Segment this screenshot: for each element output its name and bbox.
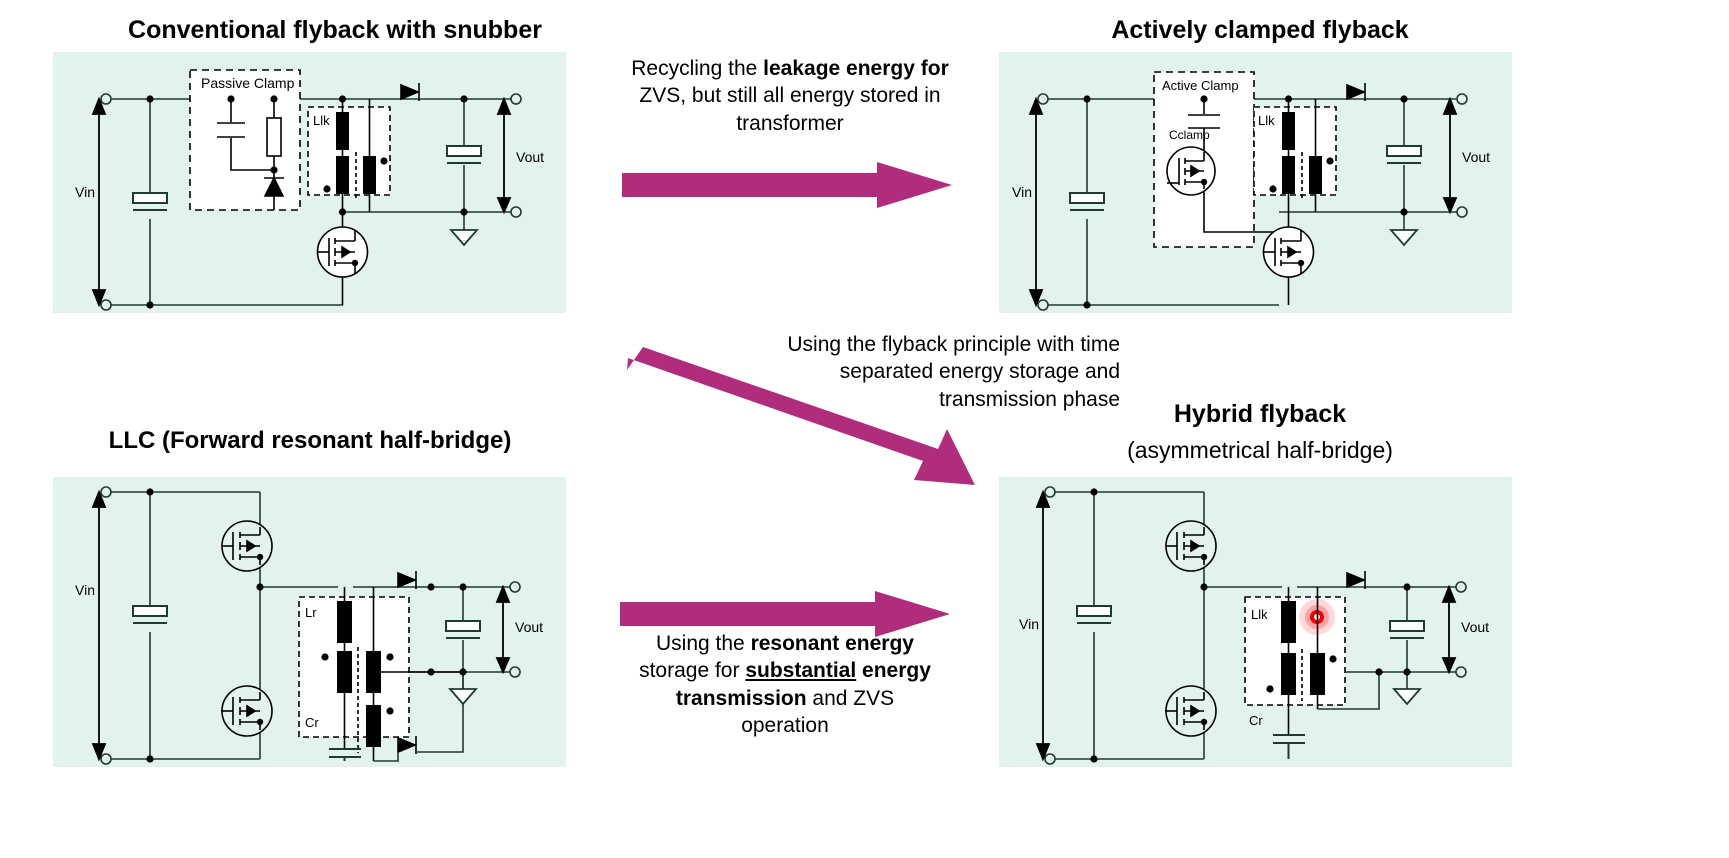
input-capacitor bbox=[132, 192, 168, 211]
vin-label-text: Vin bbox=[1012, 184, 1032, 200]
output-diode-upper bbox=[397, 571, 418, 589]
panel-subtitle-hybrid-flyback: (asymmetrical half-bridge) bbox=[1127, 437, 1393, 463]
vin-label-text: Vin bbox=[75, 582, 95, 598]
vout-arrow bbox=[1441, 584, 1457, 675]
circuit-conventional-flyback: Vin Vout Passive Clamp bbox=[53, 52, 566, 313]
ground-symbol bbox=[448, 688, 478, 706]
arrow-bottom bbox=[620, 591, 950, 637]
input-capacitor bbox=[132, 605, 168, 624]
vin-arrow bbox=[1028, 96, 1044, 308]
llk-label: Llk bbox=[313, 113, 330, 128]
output-diode-lower bbox=[397, 736, 418, 754]
resonant-tank-box bbox=[298, 596, 410, 738]
vout-label-text: Vout bbox=[1462, 149, 1490, 165]
arrow-top-seg-2: ZVS, but still all energy stored in tran… bbox=[639, 84, 941, 135]
cr-capacitor bbox=[329, 748, 361, 761]
output-capacitor bbox=[1389, 620, 1425, 639]
panel-title-hybrid-flyback: Hybrid flyback bbox=[1173, 400, 1347, 428]
llk-label: Llk bbox=[1251, 607, 1268, 622]
cr-label: Cr bbox=[305, 715, 319, 730]
high-side-mosfet bbox=[221, 520, 273, 572]
secondary-winding bbox=[1310, 653, 1325, 695]
arrow-text-top: Recycling the leakage energy for ZVS, bu… bbox=[630, 55, 950, 137]
clamp-mosfet bbox=[1166, 146, 1216, 196]
llk-inductor bbox=[1281, 601, 1296, 643]
arrow-bottom-seg-5: and ZVS operation bbox=[741, 686, 895, 737]
arrow-text-bottom: Using the resonant energy storage for su… bbox=[635, 630, 935, 739]
output-capacitor bbox=[446, 145, 482, 164]
circuit-llc: Vin Vout bbox=[53, 477, 566, 767]
vin-arrow bbox=[91, 489, 107, 762]
arrow-middle-seg-0: Using the flyback principle with time se… bbox=[787, 333, 1120, 411]
vout-label-text: Vout bbox=[1461, 619, 1489, 635]
secondary-winding bbox=[363, 156, 376, 194]
vin-arrow bbox=[1035, 489, 1051, 762]
arrow-top-seg-0: Recycling the bbox=[631, 57, 764, 80]
vout-arrow bbox=[495, 584, 511, 675]
ground-symbol bbox=[449, 229, 479, 247]
passive-clamp-box bbox=[189, 69, 301, 211]
panel-title-conventional-flyback: Conventional flyback with snubber bbox=[128, 16, 542, 44]
output-diode bbox=[400, 83, 421, 101]
llk-inductor bbox=[336, 112, 349, 150]
vin-label-text: Vin bbox=[1019, 616, 1039, 632]
active-clamp-label: Active Clamp bbox=[1162, 78, 1239, 93]
input-capacitor bbox=[1069, 192, 1105, 211]
arrow-middle bbox=[620, 325, 980, 495]
vout-label-text: Vout bbox=[516, 149, 544, 165]
primary-winding bbox=[337, 651, 352, 693]
vin-arrow bbox=[91, 96, 107, 308]
output-capacitor bbox=[1386, 145, 1422, 164]
low-side-mosfet bbox=[1165, 685, 1217, 737]
primary-winding bbox=[1281, 653, 1296, 695]
vin-label-text: Vin bbox=[75, 184, 95, 200]
llk-label: Llk bbox=[1258, 113, 1275, 128]
output-diode bbox=[1346, 571, 1367, 589]
vout-label-text: Vout bbox=[515, 619, 543, 635]
panel-title-actively-clamped-flyback: Actively clamped flyback bbox=[1111, 16, 1409, 44]
cr-label: Cr bbox=[1249, 713, 1263, 728]
lr-label: Lr bbox=[305, 605, 317, 620]
cclamp-label: Cclamp bbox=[1169, 128, 1210, 142]
arrow-bottom-seg-1: resonant energy bbox=[750, 632, 914, 655]
output-capacitor bbox=[445, 620, 481, 639]
primary-winding bbox=[1282, 156, 1295, 194]
arrow-bottom-seg-4: energy transmission bbox=[675, 659, 931, 710]
arrow-bottom-seg-3: substantial bbox=[745, 659, 857, 683]
arrow-top bbox=[622, 162, 952, 208]
secondary-winding bbox=[1309, 156, 1322, 194]
arrow-bottom-seg-2: storage for bbox=[639, 659, 746, 683]
high-side-mosfet bbox=[1165, 520, 1217, 572]
arrow-top-seg-1: leakage energy for bbox=[763, 57, 949, 80]
panel-title-llc: LLC (Forward resonant half-bridge) bbox=[108, 427, 512, 454]
vout-arrow bbox=[1442, 96, 1458, 215]
lr-inductor bbox=[337, 601, 352, 643]
low-side-mosfet bbox=[221, 685, 273, 737]
vout-arrow bbox=[496, 96, 512, 215]
secondary-winding-lower bbox=[366, 705, 381, 747]
arrow-bottom-seg-0: Using the bbox=[656, 632, 751, 655]
ground-symbol bbox=[1389, 229, 1419, 247]
arrow-text-middle: Using the flyback principle with time se… bbox=[720, 331, 1120, 413]
main-mosfet bbox=[316, 226, 369, 278]
ground-symbol bbox=[1392, 688, 1422, 706]
clamp-diode bbox=[263, 176, 285, 197]
circuit-actively-clamped-flyback: Vin Vout Active Clamp Cclamp bbox=[999, 52, 1512, 313]
input-capacitor bbox=[1076, 605, 1112, 624]
output-diode bbox=[1346, 83, 1367, 101]
llk-inductor bbox=[1282, 112, 1295, 150]
circuit-hybrid-flyback: Vin Vout bbox=[999, 477, 1512, 767]
passive-clamp-label: Passive Clamp bbox=[201, 75, 295, 91]
cr-capacitor bbox=[1273, 734, 1305, 759]
primary-winding bbox=[336, 156, 349, 194]
main-mosfet bbox=[1262, 226, 1315, 278]
